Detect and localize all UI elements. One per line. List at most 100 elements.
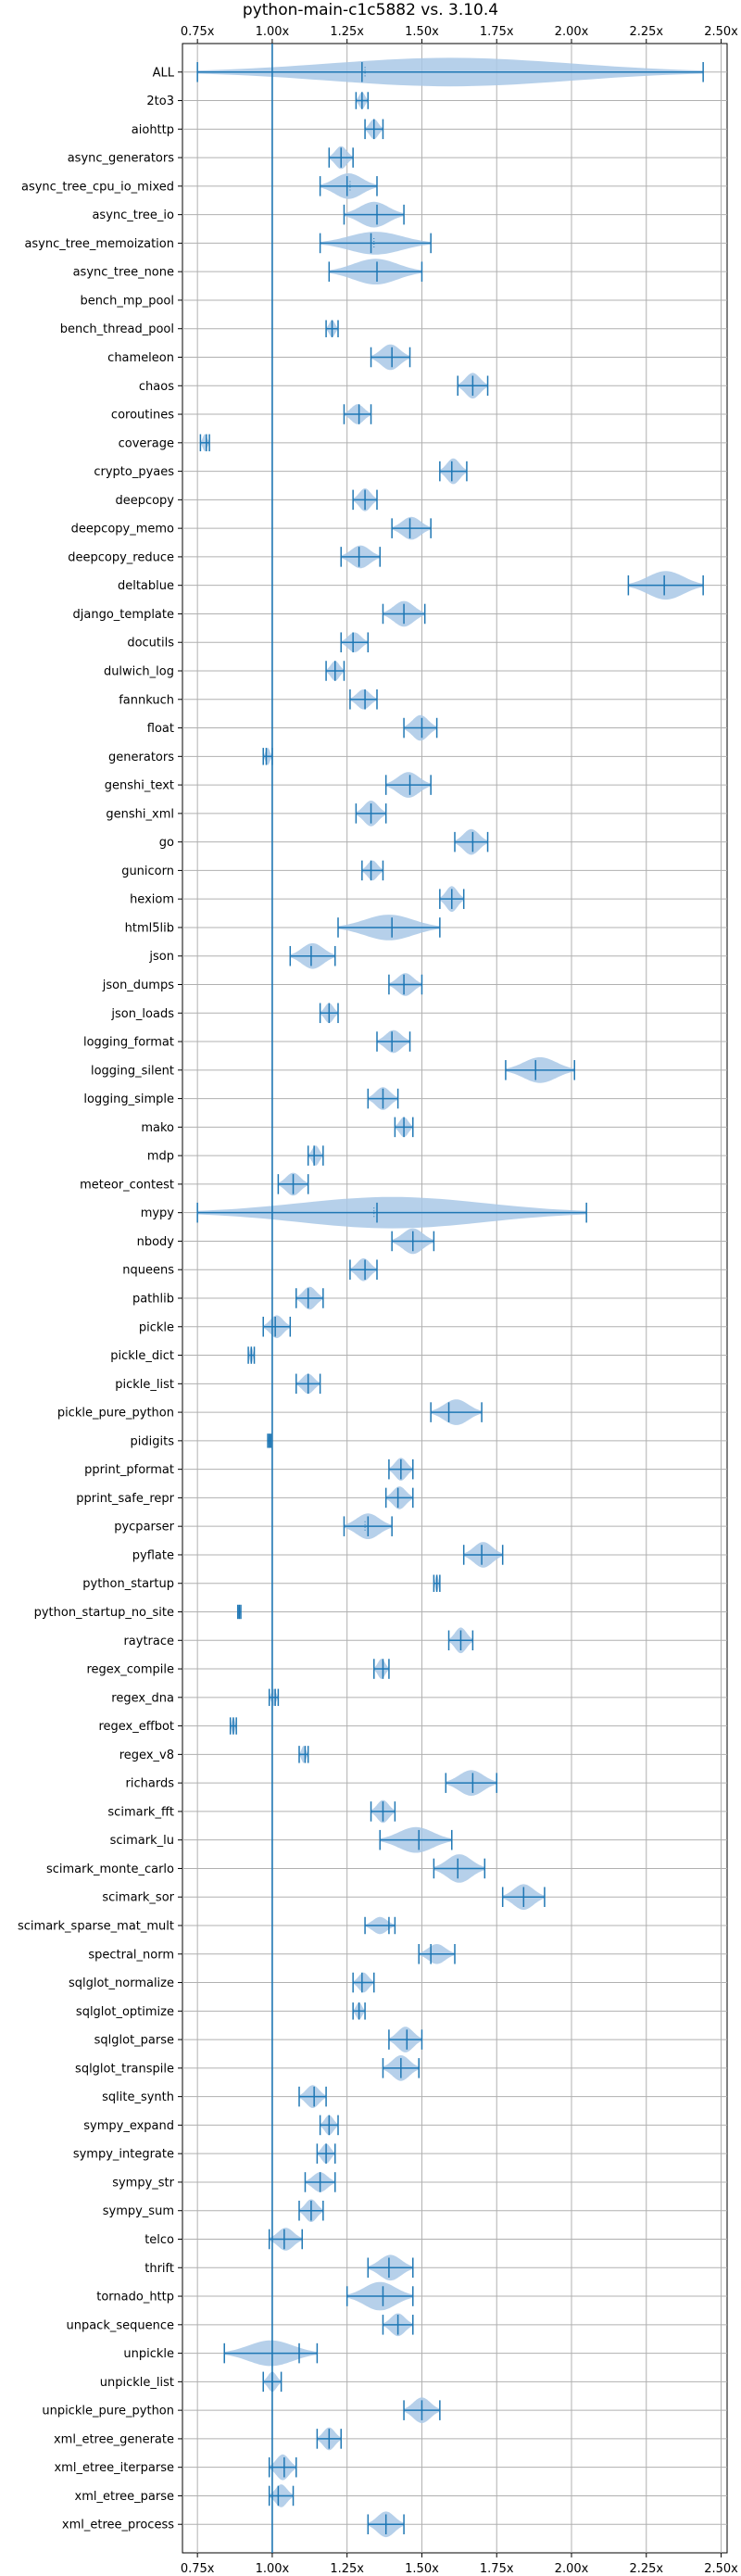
benchmark-label: bench_mp_pool — [80, 294, 174, 308]
benchmark-label: async_tree_io — [92, 208, 174, 222]
x-tick-label-bottom: 1.50x — [405, 2562, 439, 2576]
benchmark-label: pickle — [139, 1320, 174, 1334]
benchmark-label: dulwich_log — [104, 665, 174, 679]
benchmark-label: logging_format — [83, 1036, 174, 1050]
benchmark-label: deepcopy_reduce — [68, 550, 174, 564]
benchmark-label: sqlglot_optimize — [76, 2005, 174, 2019]
benchmark-label: scimark_sor — [102, 1891, 174, 1905]
benchmark-label: gunicorn — [121, 865, 174, 878]
benchmark-label: richards — [126, 1777, 175, 1791]
benchmark-label: chameleon — [107, 351, 174, 365]
benchmark-label: bench_thread_pool — [60, 322, 174, 336]
benchmark-label: spectral_norm — [88, 1948, 174, 1962]
x-tick-label-bottom: 2.25x — [629, 2562, 663, 2576]
benchmark-label: sympy_str — [112, 2176, 174, 2190]
benchmark-label: xml_etree_process — [62, 2519, 174, 2532]
benchmark-label: tornado_http — [96, 2291, 174, 2305]
x-tick-label-bottom: 2.00x — [555, 2562, 589, 2576]
x-tick-label-top: 1.25x — [330, 25, 364, 39]
x-tick-label-bottom: 2.50x — [704, 2562, 738, 2576]
benchmark-label: pickle_list — [115, 1378, 174, 1392]
benchmark-label: thrift — [144, 2262, 174, 2276]
benchmark-label: sqlglot_parse — [94, 2034, 174, 2048]
benchmark-label: python_startup_no_site — [34, 1606, 174, 1620]
benchmark-label: meteor_contest — [80, 1178, 174, 1192]
benchmark-label: scimark_sparse_mat_mult — [18, 1920, 174, 1934]
benchmark-label: float — [147, 722, 174, 736]
benchmark-label: async_tree_none — [73, 266, 174, 280]
benchmark-label: deepcopy_memo — [71, 523, 174, 537]
benchmark-label: pidigits — [131, 1434, 175, 1448]
axis-layer: 0.75x 0.75x 1.00x 1.00x 1.25x 1.25x 1.50x 1.50x… — [18, 25, 738, 2576]
benchmark-label: pyflate — [132, 1548, 174, 1562]
benchmark-label: regex_dna — [111, 1691, 174, 1705]
benchmark-label: json_dumps — [102, 979, 174, 992]
benchmark-label: go — [159, 836, 174, 850]
benchmark-label: scimark_fft — [107, 1805, 174, 1819]
benchmark-label: python_startup — [82, 1577, 174, 1591]
benchmark-label: coroutines — [111, 409, 174, 423]
benchmark-label: raytrace — [123, 1635, 174, 1648]
benchmark-label: coverage — [119, 436, 174, 450]
benchmark-label: unpickle_pure_python — [42, 2405, 174, 2418]
x-tick-label-bottom: 1.75x — [480, 2562, 514, 2576]
benchmark-label: sqlite_synth — [102, 2090, 174, 2104]
benchmark-label: generators — [108, 751, 174, 764]
benchmark-label: sympy_expand — [83, 2119, 174, 2133]
benchmark-label: telco — [144, 2233, 174, 2247]
benchmark-label: xml_etree_parse — [75, 2490, 174, 2504]
benchmark-label: mdp — [147, 1150, 174, 1164]
x-tick-label-top: 1.75x — [480, 25, 514, 39]
benchmark-label: sqlglot_normalize — [69, 1976, 174, 1990]
benchmark-label: async_tree_memoization — [24, 237, 174, 251]
violin-layer — [196, 57, 704, 2538]
x-tick-label-bottom: 1.00x — [256, 2562, 290, 2576]
x-tick-label-top: 2.50x — [704, 25, 738, 39]
benchmark-label: regex_effbot — [98, 1720, 174, 1734]
benchmark-label: regex_v8 — [119, 1749, 174, 1762]
benchmark-label: scimark_lu — [110, 1834, 174, 1848]
grid-layer — [182, 44, 727, 2553]
benchmark-label: pprint_safe_repr — [76, 1492, 174, 1506]
benchmark-label: logging_silent — [91, 1064, 174, 1078]
benchmark-label: chaos — [139, 380, 174, 394]
benchmark-label: mako — [141, 1121, 174, 1135]
benchmark-label: deltablue — [118, 579, 174, 593]
benchmark-label: pathlib — [132, 1293, 174, 1307]
benchmark-label: hexiom — [130, 893, 174, 907]
benchmark-label: html5lib — [125, 921, 174, 935]
benchmark-label: regex_compile — [86, 1663, 174, 1677]
benchmark-label: pprint_pformat — [84, 1463, 174, 1477]
chart-title: python-main-c1c5882 vs. 3.10.4 — [242, 1, 499, 19]
x-tick-label-top: 0.75x — [181, 25, 215, 39]
benchmark-label: ALL — [153, 66, 175, 80]
benchmark-label: pickle_pure_python — [57, 1407, 174, 1421]
benchmark-label: 2to3 — [146, 95, 174, 108]
benchmark-label: pickle_dict — [110, 1349, 174, 1363]
benchmark-label: fannkuch — [119, 693, 174, 707]
benchmark-label: sqlglot_transpile — [75, 2062, 174, 2076]
x-tick-label-top: 2.25x — [629, 25, 663, 39]
x-tick-label-top: 1.50x — [405, 25, 439, 39]
benchmark-label: async_generators — [68, 152, 175, 166]
benchmark-label: unpickle — [123, 2347, 174, 2361]
benchmark-label: pycparser — [114, 1521, 174, 1534]
benchmark-label: django_template — [73, 608, 174, 622]
benchmark-label: json — [148, 950, 174, 964]
benchmark-label: nbody — [137, 1235, 175, 1249]
benchmark-label: unpickle_list — [100, 2376, 174, 2390]
x-tick-label-bottom: 0.75x — [181, 2562, 215, 2576]
benchmark-label: mypy — [141, 1206, 175, 1220]
x-tick-label-top: 2.00x — [555, 25, 589, 39]
benchmark-label: xml_etree_generate — [54, 2432, 174, 2446]
x-tick-label-top: 1.00x — [256, 25, 290, 39]
benchmark-label: unpack_sequence — [66, 2318, 174, 2332]
benchmark-label: aiohttp — [132, 123, 174, 137]
benchmark-label: docutils — [127, 637, 174, 650]
benchmark-label: logging_simple — [83, 1092, 174, 1106]
benchmark-label: nqueens — [122, 1264, 174, 1278]
benchmark-label: genshi_xml — [106, 807, 174, 821]
x-tick-label-bottom: 1.25x — [330, 2562, 364, 2576]
benchmark-label: xml_etree_iterparse — [54, 2461, 174, 2475]
